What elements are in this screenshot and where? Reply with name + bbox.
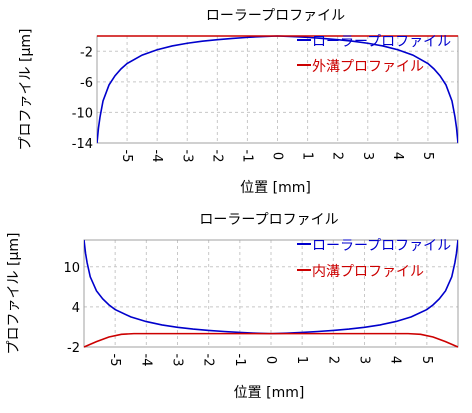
- x-tick-label: 5: [419, 356, 434, 364]
- x-tick-label: 2: [325, 356, 340, 364]
- x-tick-label: -2: [209, 150, 224, 163]
- x-tick-label: 5: [420, 152, 435, 160]
- y-tick-label: -14: [72, 137, 93, 152]
- legend-label: ローラープロファイル: [312, 34, 451, 50]
- y-tick-label: -6: [80, 76, 93, 91]
- chart-top: ローラープロファイル-14-10-6-2-5 -4 -3 -2 -1 0 1 2 3 4 5位置 […: [18, 8, 459, 196]
- x-tick-label: 3: [360, 152, 375, 160]
- y-tick-label: 10: [63, 261, 80, 276]
- plot-area: [83, 239, 459, 348]
- legend-label: ローラープロファイル: [312, 238, 451, 254]
- x-tick-label: 3: [357, 356, 372, 364]
- x-tick-label: -3: [179, 150, 194, 163]
- x-axis-label: 位置 [mm]: [240, 180, 311, 196]
- y-axis-label: プロファイル [μm]: [6, 233, 22, 355]
- series-line-groove: [84, 332, 458, 348]
- x-tick-label: -4: [149, 150, 164, 163]
- legend-label: 外溝プロファイル: [312, 59, 424, 75]
- y-tick-label: 4: [72, 301, 80, 316]
- x-tick-label: -2: [201, 354, 216, 367]
- legend-label: 内溝プロファイル: [312, 264, 424, 280]
- x-tick-label: -5: [107, 354, 122, 367]
- x-tick-label: 4: [388, 356, 403, 364]
- chart-title: ローラープロファイル: [199, 212, 338, 228]
- x-tick-label: 4: [390, 152, 405, 160]
- chart-bottom: ローラープロファイル -2 4 10 -5 -4 -3 -2 -1 0 1 2 3 4 5 位置 [mm] プロ…: [6, 212, 459, 401]
- x-tick-label: -1: [232, 354, 247, 367]
- x-tick-label: -4: [138, 354, 153, 367]
- x-tick-label: 2: [330, 152, 345, 160]
- x-tick-label: -3: [170, 354, 185, 367]
- y-axis-label: プロファイル [μm]: [18, 29, 34, 151]
- y-tick-label: -2: [80, 45, 93, 60]
- x-axis-label: 位置 [mm]: [234, 385, 305, 401]
- x-tick-label: 1: [294, 356, 309, 364]
- chart-title: ローラープロファイル: [206, 8, 345, 24]
- y-tick-label: -2: [67, 341, 80, 356]
- x-tick-label: 0: [263, 356, 278, 364]
- x-tick-label: -1: [239, 150, 254, 163]
- grid-lines: [84, 240, 458, 348]
- x-tick-label: 1: [300, 152, 315, 160]
- x-tick-label: 0: [270, 152, 285, 160]
- y-tick-label: -10: [72, 106, 93, 121]
- x-tick-label: -5: [119, 150, 134, 163]
